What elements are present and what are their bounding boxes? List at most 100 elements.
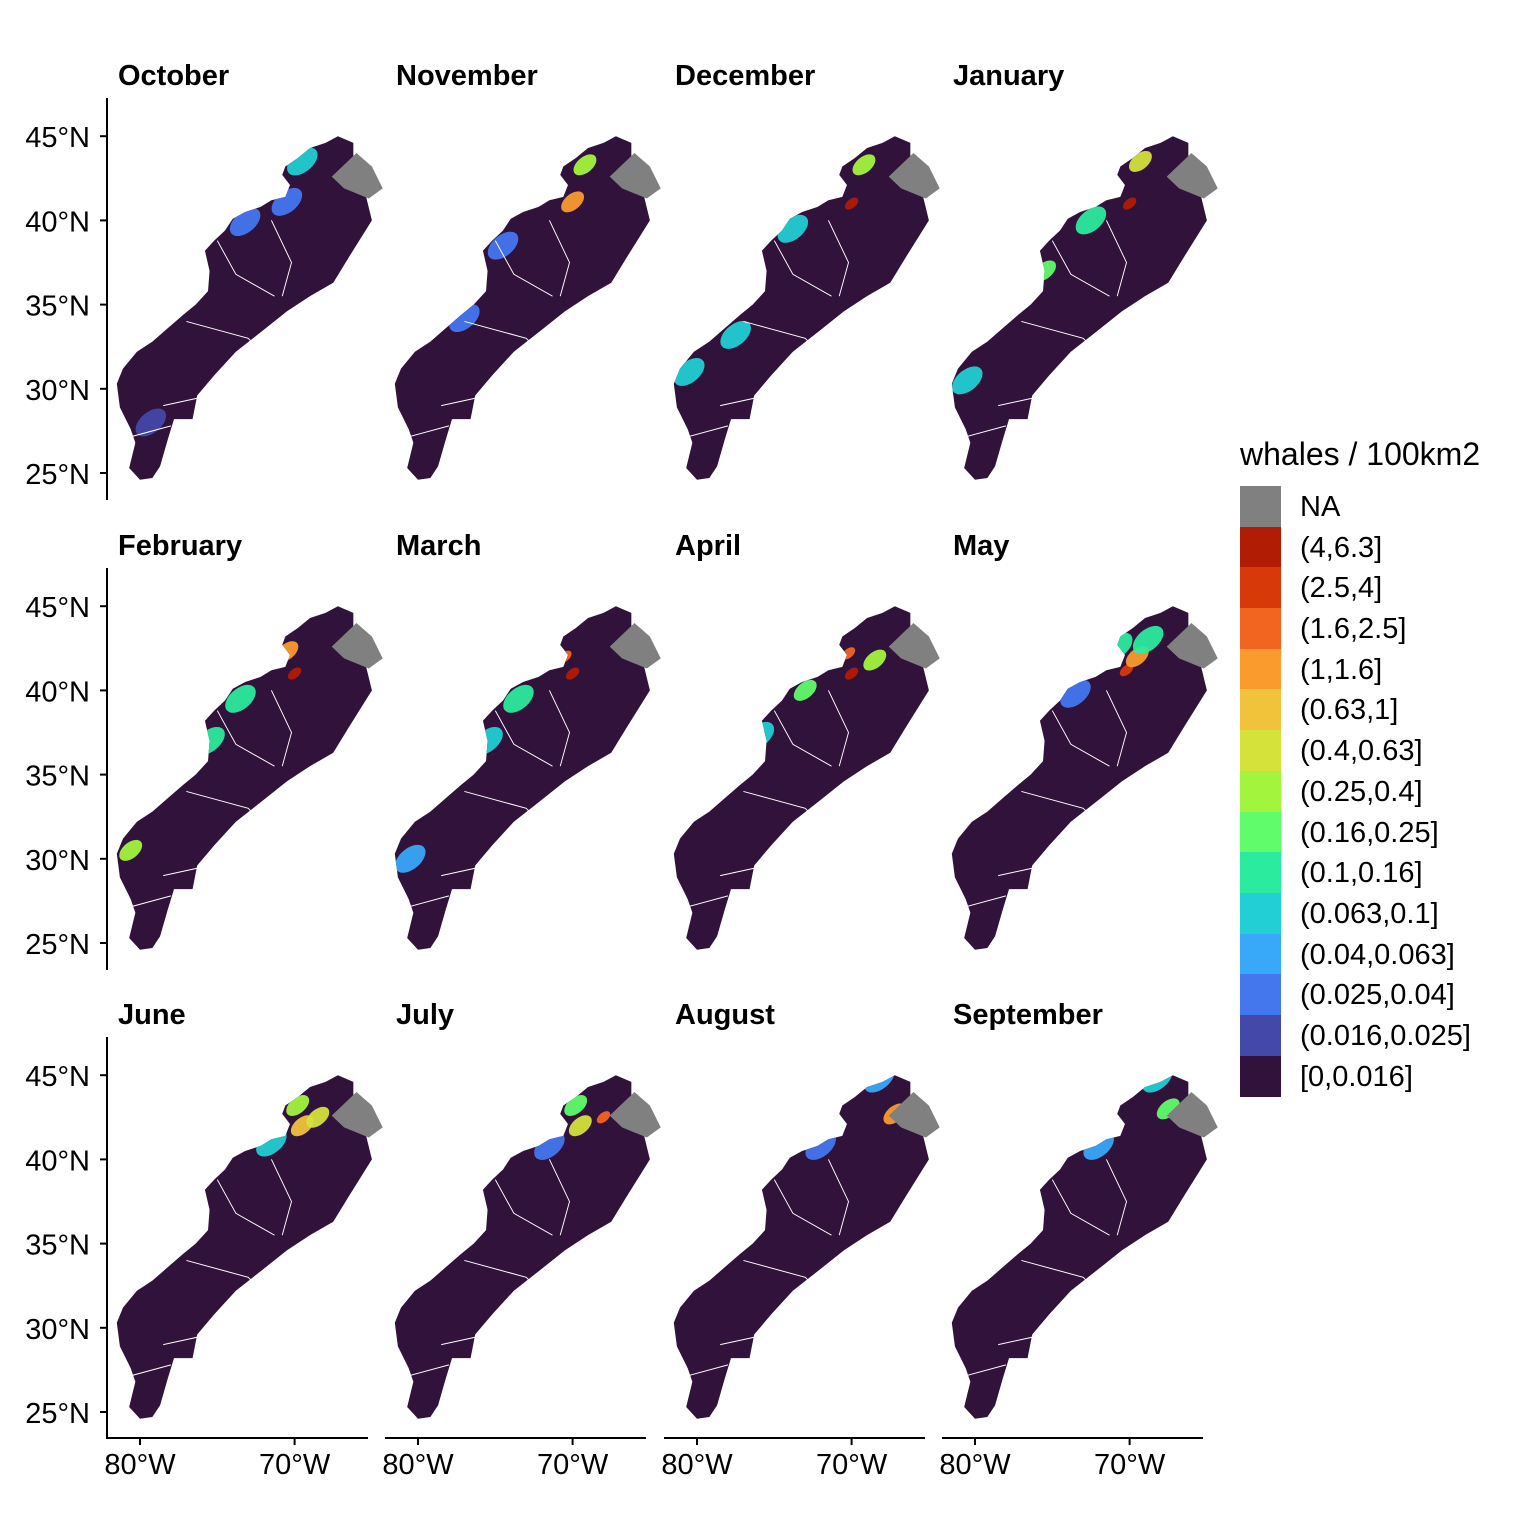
- map-panel-november: [395, 136, 661, 480]
- legend-item: (1,1.6]: [1240, 649, 1530, 690]
- legend: whales / 100km2 NA (4,6.3] (2.5,4] (1.6,2.5…: [1240, 438, 1530, 1096]
- study-area-shape: [395, 1075, 650, 1419]
- map-panel-february: [116, 606, 383, 950]
- legend-key-swatch: [1240, 771, 1281, 812]
- study-area-shape: [395, 136, 650, 480]
- x-tick-label: 80°W: [939, 1449, 1011, 1481]
- x-tick-label: 70°W: [259, 1449, 331, 1481]
- legend-item: (0.063,0.1]: [1240, 893, 1530, 934]
- legend-key-swatch: [1240, 486, 1281, 527]
- x-tick-label: 80°W: [661, 1449, 733, 1481]
- panel-title: January: [953, 62, 1064, 91]
- legend-label: [0,0.016]: [1300, 1063, 1413, 1092]
- study-area-shape: [674, 136, 929, 480]
- legend-item: (4,6.3]: [1240, 527, 1530, 568]
- map-panel-march: [390, 606, 660, 950]
- legend-item: (0.25,0.4]: [1240, 771, 1530, 812]
- legend-item: (0.04,0.063]: [1240, 934, 1530, 975]
- legend-key-swatch: [1240, 1015, 1281, 1056]
- legend-label: (0.063,0.1]: [1300, 900, 1439, 929]
- y-tick-label: 30°N: [25, 1314, 90, 1346]
- x-tick-label: 70°W: [537, 1449, 609, 1481]
- panel-title: February: [118, 532, 242, 561]
- map-panel-september: [952, 1059, 1218, 1419]
- legend-label: (1.6,2.5]: [1300, 615, 1406, 644]
- study-area-shape: [395, 606, 650, 950]
- legend-label: (0.04,0.063]: [1300, 941, 1455, 970]
- map-panel-january: [947, 136, 1217, 480]
- legend-label: (0.63,1]: [1300, 696, 1398, 725]
- panel-title: September: [953, 1001, 1103, 1030]
- legend-item: (2.5,4]: [1240, 567, 1530, 608]
- panel-title: August: [675, 1001, 775, 1030]
- legend-key-swatch: [1240, 649, 1281, 690]
- study-area-shape: [952, 606, 1207, 950]
- legend-title: whales / 100km2: [1240, 438, 1530, 470]
- map-panel-july: [395, 1075, 661, 1419]
- map-panel-april: [674, 606, 940, 950]
- panel-title: June: [118, 1001, 186, 1030]
- legend-label: (0.025,0.04]: [1300, 981, 1455, 1010]
- x-tick-label: 80°W: [104, 1449, 176, 1481]
- legend-label: (0.16,0.25]: [1300, 819, 1439, 848]
- panel-title: April: [675, 532, 741, 561]
- map-panel-august: [674, 1059, 940, 1419]
- x-tick-label: 70°W: [816, 1449, 888, 1481]
- y-tick-label: 40°N: [25, 676, 90, 708]
- legend-item: (0.4,0.63]: [1240, 730, 1530, 771]
- map-panel-may: [952, 606, 1218, 950]
- legend-key-swatch: [1240, 934, 1281, 975]
- legend-label: (4,6.3]: [1300, 534, 1382, 563]
- panel-title: May: [953, 532, 1009, 561]
- legend-item: NA: [1240, 486, 1530, 527]
- legend-label: (1,1.6]: [1300, 656, 1382, 685]
- legend-key-swatch: [1240, 1056, 1281, 1097]
- y-tick-label: 45°N: [25, 1061, 90, 1093]
- legend-key-swatch: [1240, 812, 1281, 853]
- x-tick-label: 70°W: [1094, 1449, 1166, 1481]
- legend-label: (0.1,0.16]: [1300, 859, 1423, 888]
- y-tick-label: 35°N: [25, 761, 90, 793]
- map-panel-october: [117, 136, 383, 480]
- legend-key-swatch: [1240, 852, 1281, 893]
- legend-key-swatch: [1240, 689, 1281, 730]
- legend-item: (0.16,0.25]: [1240, 812, 1530, 853]
- y-tick-label: 40°N: [25, 1145, 90, 1177]
- y-tick-label: 30°N: [25, 845, 90, 877]
- legend-item: [0,0.016]: [1240, 1056, 1530, 1097]
- study-area-shape: [674, 606, 929, 950]
- panel-title: December: [675, 62, 815, 91]
- legend-label: (2.5,4]: [1300, 574, 1382, 603]
- legend-key-swatch: [1240, 608, 1281, 649]
- y-tick-label: 45°N: [25, 122, 90, 154]
- y-tick-label: 40°N: [25, 206, 90, 238]
- legend-key-swatch: [1240, 730, 1281, 771]
- legend-label: (0.4,0.63]: [1300, 737, 1423, 766]
- legend-key-swatch: [1240, 527, 1281, 568]
- legend-label: (0.25,0.4]: [1300, 778, 1423, 807]
- panel-title: July: [396, 1001, 454, 1030]
- legend-label: NA: [1300, 493, 1340, 522]
- map-panel-june: [117, 1075, 383, 1419]
- legend-item: (0.63,1]: [1240, 689, 1530, 730]
- legend-item: (0.025,0.04]: [1240, 974, 1530, 1015]
- y-tick-label: 25°N: [25, 1398, 90, 1430]
- legend-item: (1.6,2.5]: [1240, 608, 1530, 649]
- legend-key-swatch: [1240, 974, 1281, 1015]
- study-area-shape: [117, 606, 372, 950]
- y-tick-label: 25°N: [25, 929, 90, 961]
- study-area-shape: [952, 136, 1207, 480]
- y-tick-label: 45°N: [25, 592, 90, 624]
- y-tick-label: 35°N: [25, 291, 90, 323]
- y-tick-label: 30°N: [25, 375, 90, 407]
- x-tick-label: 80°W: [382, 1449, 454, 1481]
- legend-key-swatch: [1240, 893, 1281, 934]
- legend-item: (0.016,0.025]: [1240, 1015, 1530, 1056]
- study-area-shape: [117, 1075, 372, 1419]
- legend-item: (0.1,0.16]: [1240, 852, 1530, 893]
- study-area-shape: [674, 1075, 929, 1419]
- y-tick-label: 25°N: [25, 459, 90, 491]
- y-tick-label: 35°N: [25, 1230, 90, 1262]
- legend-key-swatch: [1240, 567, 1281, 608]
- map-panel-december: [669, 136, 939, 480]
